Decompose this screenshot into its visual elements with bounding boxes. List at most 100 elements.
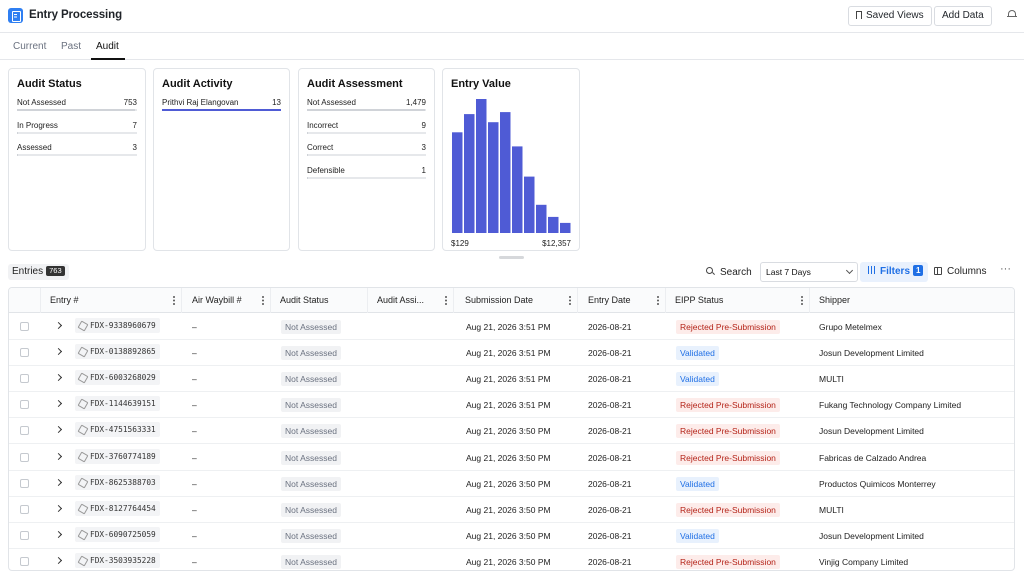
chevron-right-icon[interactable] (54, 321, 63, 330)
column-menu-icon[interactable] (262, 296, 264, 305)
stat-row[interactable]: Not Assessed 1,479 (307, 98, 426, 120)
chevron-right-icon[interactable] (54, 400, 63, 408)
histogram-bar[interactable] (476, 99, 487, 233)
audit-assessment-card[interactable]: Audit Assessment Not Assessed 1,479 Incorr… (298, 68, 435, 251)
column-menu-icon[interactable] (657, 296, 659, 305)
entry-number[interactable]: FDX-6003268029 (75, 370, 160, 386)
chevron-right-icon[interactable] (54, 348, 63, 356)
chevron-right-icon[interactable] (54, 504, 63, 512)
entry-number[interactable]: FDX-0138892865 (75, 344, 160, 360)
histogram-bar[interactable] (548, 216, 559, 233)
column-menu-icon[interactable] (801, 296, 803, 305)
entry-number[interactable]: FDX-8625388703 (75, 474, 160, 490)
column-header-entry[interactable]: Entry # (41, 288, 182, 313)
bell-icon[interactable] (1007, 10, 1017, 19)
submission-date-cell: Aug 21, 2026 3:51 PM (466, 374, 551, 385)
table-row[interactable]: FDX-6090725059 – Not Assessed Aug 21, 2026 … (9, 523, 1014, 549)
row-checkbox[interactable] (20, 556, 29, 566)
column-header-audit-assignee[interactable]: Audit Assi... (368, 288, 454, 313)
chevron-right-icon[interactable] (54, 478, 63, 486)
stat-value: 3 (421, 143, 426, 152)
column-header-eipp-status[interactable]: EIPP Status (666, 288, 810, 313)
search-button[interactable]: Search (706, 266, 752, 278)
column-header-submission-date[interactable]: Submission Date (456, 288, 578, 313)
date-range-select[interactable]: Last 7 Days (760, 262, 858, 282)
stat-label: Incorrect (307, 120, 339, 130)
histogram-bar[interactable] (536, 204, 547, 233)
column-menu-icon[interactable] (569, 296, 571, 305)
column-header-audit-status[interactable]: Audit Status (271, 288, 368, 313)
row-checkbox[interactable] (20, 478, 29, 488)
table-row[interactable]: FDX-0138892865 – Not Assessed Aug 21, 2026 … (9, 340, 1014, 367)
stat-row[interactable]: Correct 3 (307, 143, 426, 165)
filters-button[interactable]: Filters 1 (860, 262, 928, 282)
histogram-bar[interactable] (500, 112, 511, 233)
chevron-right-icon[interactable] (54, 452, 63, 460)
stat-value: 9 (421, 120, 426, 130)
entry-number[interactable]: FDX-6090725059 (75, 526, 160, 542)
tab-past[interactable]: Past (61, 41, 82, 52)
stat-label: Not Assessed (307, 98, 356, 107)
column-menu-icon[interactable] (445, 296, 447, 305)
row-checkbox[interactable] (20, 400, 29, 410)
audit-status-card[interactable]: Audit Status Not Assessed 753 In Progress 7… (8, 68, 146, 251)
row-checkbox[interactable] (20, 374, 29, 384)
table-row[interactable]: FDX-9338960679 – Not Assessed Aug 21, 2026 … (9, 314, 1014, 340)
stat-value: 3 (132, 143, 137, 152)
stat-row[interactable]: Incorrect 9 (307, 121, 426, 143)
column-menu-icon[interactable] (173, 296, 175, 305)
histogram-bar[interactable] (464, 114, 475, 233)
row-checkbox[interactable] (20, 348, 29, 358)
audit-activity-card[interactable]: Audit Activity Prithvi Raj Elangovan 13 (153, 68, 290, 251)
histogram-bar[interactable] (524, 176, 535, 233)
stat-row[interactable]: In Progress 7 (17, 121, 137, 143)
stat-row[interactable]: Defensible 1 (307, 166, 426, 188)
column-header-entry-date[interactable]: Entry Date (579, 288, 666, 313)
table-row[interactable]: FDX-3760774189 – Not Assessed Aug 21, 2026 … (9, 445, 1014, 471)
row-checkbox[interactable] (20, 452, 29, 462)
stat-row[interactable]: Prithvi Raj Elangovan 13 (162, 98, 281, 120)
row-checkbox[interactable] (20, 426, 29, 436)
row-checkbox[interactable] (20, 530, 29, 540)
stat-row[interactable]: Not Assessed 753 (17, 98, 137, 120)
air-waybill-cell: – (192, 504, 197, 515)
chevron-right-icon[interactable] (54, 374, 63, 382)
chevron-right-icon[interactable] (54, 530, 63, 538)
resize-handle[interactable] (499, 256, 524, 259)
chevron-right-icon[interactable] (54, 426, 63, 434)
column-header-air-waybill[interactable]: Air Waybill # (183, 288, 271, 313)
entry-value-card[interactable]: Entry Value $129 $12,357 (442, 68, 580, 251)
table-row[interactable]: FDX-3503935228 – Not Assessed Aug 21, 2026 … (9, 549, 1014, 570)
entry-number[interactable]: FDX-9338960679 (75, 318, 160, 333)
tab-current[interactable]: Current (13, 41, 47, 52)
entry-number[interactable]: FDX-8127764454 (75, 500, 160, 516)
stat-label: In Progress (17, 120, 58, 130)
entry-number[interactable]: FDX-3503935228 (75, 552, 160, 568)
entry-number[interactable]: FDX-4751563331 (75, 422, 160, 438)
table-row[interactable]: FDX-8127764454 – Not Assessed Aug 21, 2026 … (9, 497, 1014, 523)
stat-row[interactable]: Assessed 3 (17, 143, 137, 165)
row-checkbox[interactable] (20, 504, 29, 514)
histogram-bar[interactable] (452, 132, 463, 233)
row-checkbox[interactable] (20, 322, 29, 331)
columns-button[interactable]: Columns (934, 266, 986, 277)
chevron-right-icon[interactable] (54, 556, 63, 564)
add-data-button[interactable]: Add Data (934, 6, 992, 26)
histogram-bar[interactable] (560, 222, 571, 233)
table-row[interactable]: FDX-1144639151 – Not Assessed Aug 21, 2026 … (9, 392, 1014, 419)
entry-date-cell: 2026-08-21 (588, 478, 632, 489)
histogram-bar[interactable] (488, 122, 499, 233)
tab-audit[interactable]: Audit (96, 41, 119, 52)
stat-bar-fill (17, 109, 136, 111)
table-row[interactable]: FDX-6003268029 – Not Assessed Aug 21, 2026 … (9, 366, 1014, 393)
stat-bar-fill (307, 109, 425, 111)
more-options-button[interactable]: ··· (1000, 263, 1011, 275)
table-row[interactable]: FDX-8625388703 – Not Assessed Aug 21, 2026 … (9, 471, 1014, 497)
table-row[interactable]: FDX-4751563331 – Not Assessed Aug 21, 2026 … (9, 418, 1014, 445)
column-header-shipper[interactable]: Shipper (810, 288, 1014, 313)
saved-views-button[interactable]: Saved Views (848, 6, 932, 26)
entry-date-cell: 2026-08-21 (588, 400, 632, 411)
histogram-bar[interactable] (512, 146, 523, 233)
entry-number[interactable]: FDX-1144639151 (75, 396, 160, 412)
entry-number[interactable]: FDX-3760774189 (75, 448, 160, 464)
